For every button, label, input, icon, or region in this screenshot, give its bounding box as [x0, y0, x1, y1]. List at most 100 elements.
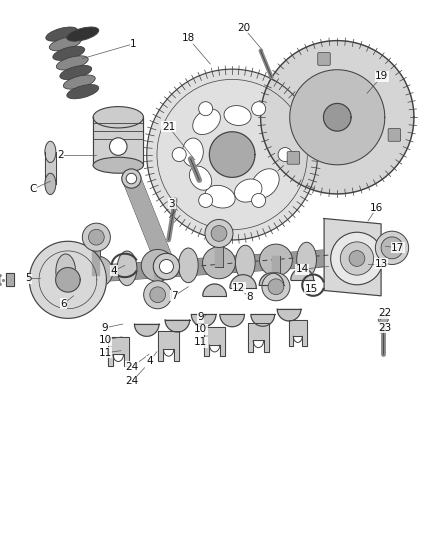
Text: 13: 13: [374, 259, 388, 269]
Polygon shape: [209, 132, 255, 177]
Polygon shape: [290, 70, 385, 165]
Circle shape: [126, 173, 137, 184]
Ellipse shape: [189, 166, 212, 190]
Ellipse shape: [182, 138, 203, 166]
Circle shape: [331, 232, 383, 285]
Polygon shape: [220, 314, 244, 327]
Text: 4: 4: [146, 357, 153, 366]
Ellipse shape: [67, 27, 99, 41]
Text: 15: 15: [304, 284, 318, 294]
Polygon shape: [134, 324, 159, 336]
Text: 1: 1: [130, 39, 137, 49]
Ellipse shape: [60, 66, 92, 79]
Circle shape: [349, 251, 365, 266]
Ellipse shape: [202, 247, 236, 279]
Ellipse shape: [297, 242, 316, 277]
Ellipse shape: [224, 106, 251, 125]
Ellipse shape: [46, 27, 78, 41]
Polygon shape: [291, 269, 314, 280]
Text: 9: 9: [102, 323, 109, 333]
Circle shape: [199, 193, 213, 207]
Text: 16: 16: [370, 203, 383, 213]
Ellipse shape: [93, 157, 143, 173]
Text: 11: 11: [99, 348, 112, 358]
Ellipse shape: [53, 46, 85, 60]
Polygon shape: [251, 314, 275, 326]
Polygon shape: [203, 284, 226, 296]
Text: 18: 18: [182, 34, 195, 43]
Text: 3: 3: [168, 199, 175, 208]
Polygon shape: [230, 274, 256, 288]
Polygon shape: [261, 41, 414, 194]
Circle shape: [144, 281, 172, 309]
Text: 10: 10: [194, 325, 207, 334]
Polygon shape: [6, 273, 14, 286]
Text: 6: 6: [60, 299, 67, 309]
Circle shape: [150, 287, 166, 303]
Polygon shape: [191, 314, 216, 327]
Text: 11: 11: [194, 337, 207, 347]
Text: 22: 22: [378, 309, 391, 318]
FancyBboxPatch shape: [287, 151, 300, 164]
Text: 9: 9: [197, 312, 204, 322]
Text: C: C: [29, 184, 36, 194]
Text: 24: 24: [126, 376, 139, 386]
Ellipse shape: [56, 254, 76, 289]
Circle shape: [278, 148, 292, 161]
Polygon shape: [147, 69, 318, 240]
Ellipse shape: [57, 56, 88, 70]
Polygon shape: [289, 320, 307, 346]
Text: 17: 17: [391, 243, 404, 253]
Text: 23: 23: [378, 323, 391, 333]
Ellipse shape: [251, 169, 279, 198]
Text: 12: 12: [232, 283, 245, 293]
Ellipse shape: [93, 107, 143, 128]
Ellipse shape: [236, 245, 255, 280]
Circle shape: [251, 102, 265, 116]
Circle shape: [340, 242, 374, 275]
Polygon shape: [259, 273, 284, 285]
Text: 7: 7: [171, 291, 178, 301]
Ellipse shape: [205, 185, 235, 208]
Circle shape: [159, 260, 173, 273]
FancyBboxPatch shape: [318, 53, 330, 65]
Ellipse shape: [234, 179, 262, 202]
Polygon shape: [165, 320, 190, 332]
Ellipse shape: [67, 85, 99, 99]
Circle shape: [199, 102, 213, 116]
Ellipse shape: [259, 244, 293, 276]
Circle shape: [88, 229, 104, 245]
Circle shape: [268, 279, 284, 295]
Circle shape: [153, 253, 180, 280]
Polygon shape: [324, 219, 381, 296]
Ellipse shape: [49, 37, 81, 51]
Polygon shape: [248, 322, 269, 352]
Text: 10: 10: [99, 335, 112, 345]
Circle shape: [211, 225, 227, 241]
Circle shape: [262, 273, 290, 301]
Polygon shape: [204, 327, 225, 357]
Circle shape: [205, 220, 233, 247]
Polygon shape: [324, 103, 351, 131]
Polygon shape: [277, 309, 301, 321]
Polygon shape: [45, 152, 56, 184]
Polygon shape: [56, 268, 80, 292]
Ellipse shape: [117, 251, 137, 286]
Text: 8: 8: [246, 293, 253, 302]
Polygon shape: [108, 337, 129, 366]
Ellipse shape: [193, 109, 220, 134]
Circle shape: [122, 169, 141, 188]
Text: 14: 14: [296, 264, 309, 274]
FancyBboxPatch shape: [388, 128, 401, 141]
Ellipse shape: [80, 256, 113, 288]
Circle shape: [251, 193, 265, 207]
Text: 21: 21: [162, 122, 175, 132]
Polygon shape: [93, 117, 143, 165]
Ellipse shape: [141, 249, 174, 281]
Text: 19: 19: [375, 71, 389, 81]
Circle shape: [375, 231, 409, 264]
Circle shape: [110, 138, 127, 155]
Text: 5: 5: [25, 273, 32, 283]
Text: 20: 20: [237, 23, 250, 33]
Text: 24: 24: [126, 362, 139, 372]
